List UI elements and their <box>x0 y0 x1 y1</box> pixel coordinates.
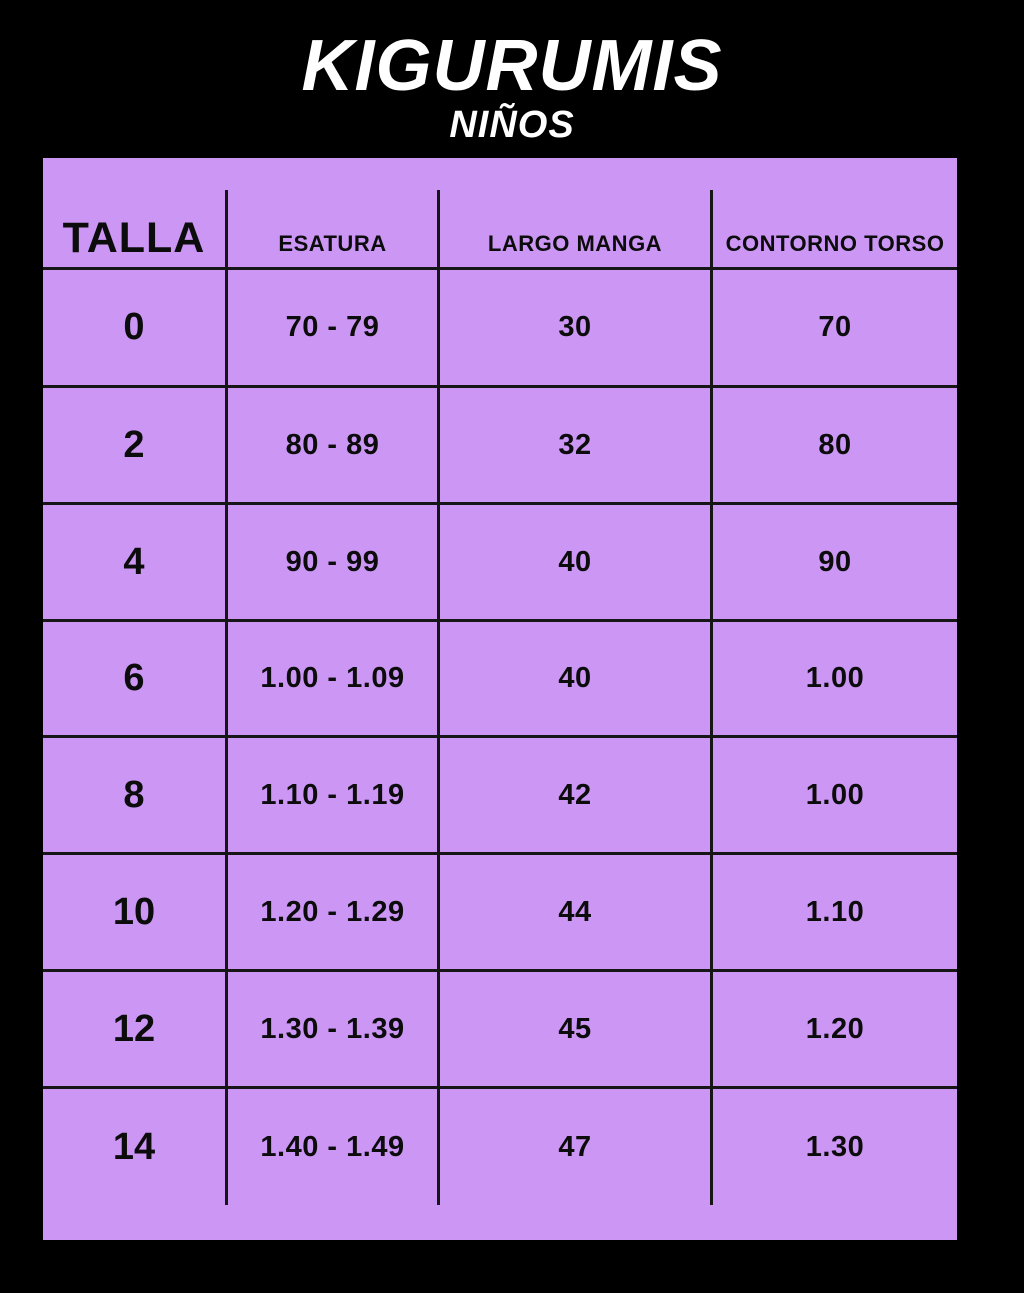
table-cell-esatura: 1.10 - 1.19 <box>228 738 440 855</box>
title-block: KIGURUMIS NIÑOS <box>0 30 1024 144</box>
table-cell-torso: 90 <box>713 505 957 622</box>
table-cell-torso: 1.10 <box>713 855 957 972</box>
column-header-talla: TALLA <box>43 190 228 270</box>
table-cell-torso: 1.00 <box>713 622 957 738</box>
size-table-panel: TALLA ESATURA LARGO MANGA CONTORNO TORSO… <box>43 158 957 1240</box>
column-header-esatura: ESATURA <box>228 190 440 270</box>
table-cell-esatura: 90 - 99 <box>228 505 440 622</box>
table-cell-manga: 30 <box>440 270 713 388</box>
table-cell-torso: 1.00 <box>713 738 957 855</box>
table-cell-esatura: 70 - 79 <box>228 270 440 388</box>
table-cell-manga: 44 <box>440 855 713 972</box>
table-cell-esatura: 1.40 - 1.49 <box>228 1089 440 1205</box>
table-cell-manga: 40 <box>440 505 713 622</box>
table-cell-esatura: 1.30 - 1.39 <box>228 972 440 1089</box>
table-cell-size: 8 <box>43 738 228 855</box>
table-cell-torso: 70 <box>713 270 957 388</box>
table-cell-size: 6 <box>43 622 228 738</box>
table-cell-manga: 42 <box>440 738 713 855</box>
page-title: KIGURUMIS <box>301 26 723 106</box>
table-cell-manga: 32 <box>440 388 713 505</box>
table-cell-manga: 45 <box>440 972 713 1089</box>
table-cell-manga: 40 <box>440 622 713 738</box>
table-cell-torso: 80 <box>713 388 957 505</box>
table-cell-size: 10 <box>43 855 228 972</box>
column-header-largo-manga: LARGO MANGA <box>440 190 713 270</box>
table-cell-size: 14 <box>43 1089 228 1205</box>
page-subtitle: NIÑOS <box>449 104 575 146</box>
table-cell-torso: 1.20 <box>713 972 957 1089</box>
table-cell-torso: 1.30 <box>805 1130 865 1163</box>
table-cell-size: 4 <box>43 505 228 622</box>
size-table: TALLA ESATURA LARGO MANGA CONTORNO TORSO… <box>43 190 957 1205</box>
table-cell-size: 0 <box>43 270 228 388</box>
table-cell-size: 2 <box>43 388 228 505</box>
table-cell-esatura: 1.20 - 1.29 <box>228 855 440 972</box>
table-cell-esatura: 80 - 89 <box>228 388 440 505</box>
column-header-contorno-torso: CONTORNO TORSO <box>713 190 957 270</box>
table-cell-size: 12 <box>43 972 228 1089</box>
table-cell-manga: 47 <box>440 1089 713 1205</box>
table-cell-esatura: 1.00 - 1.09 <box>228 622 440 738</box>
